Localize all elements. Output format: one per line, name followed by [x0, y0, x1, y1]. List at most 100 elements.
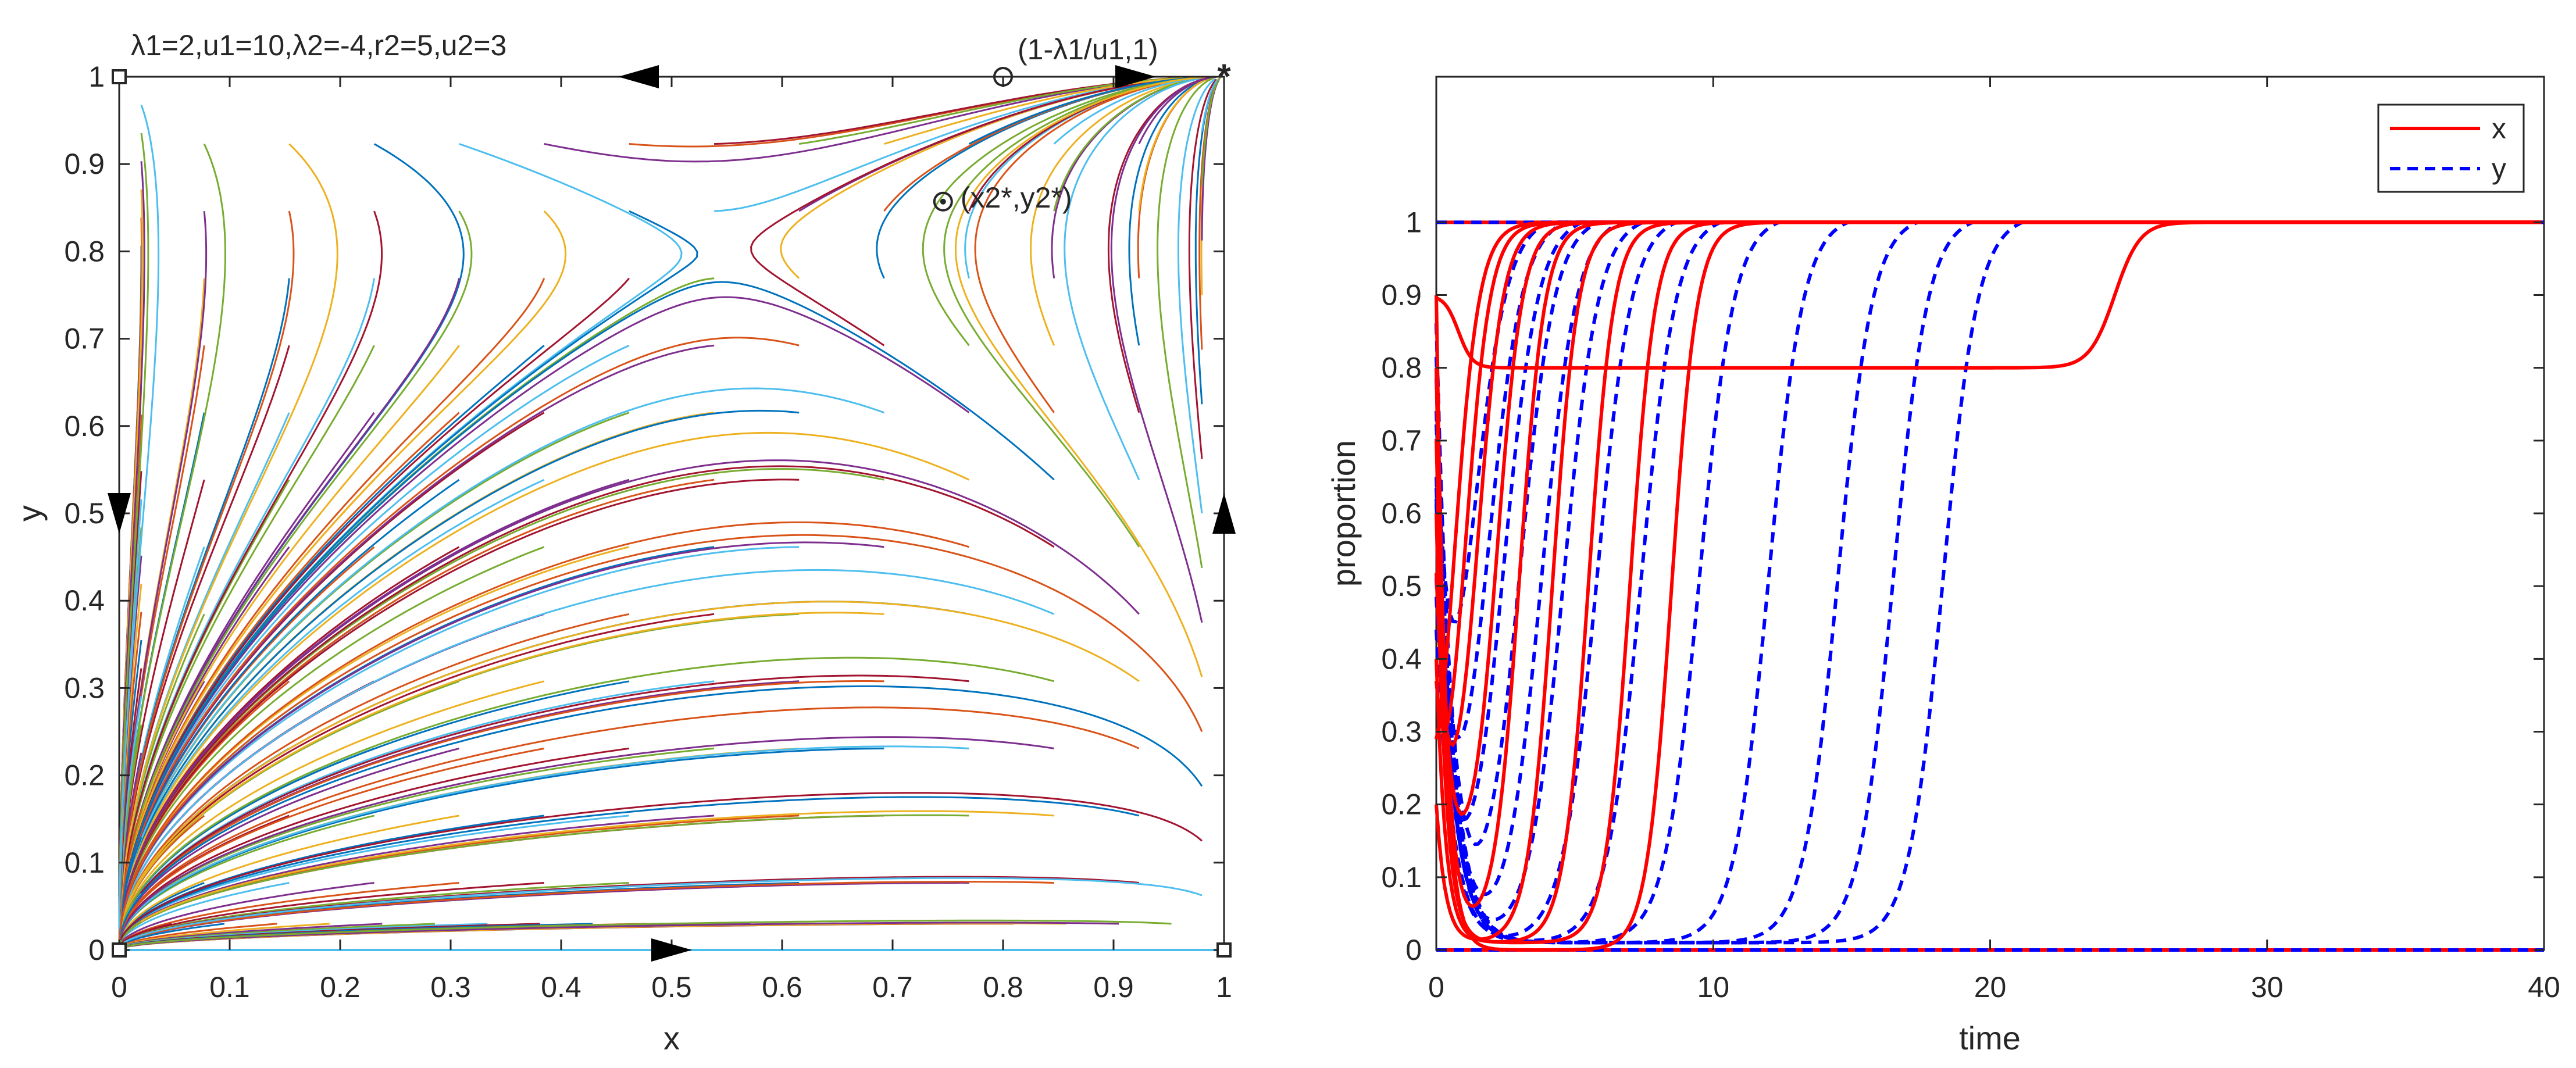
left-x-tick-label: 0.2 — [320, 971, 361, 1003]
streamline — [118, 210, 295, 944]
streamline — [125, 919, 1172, 948]
left-x-tick-label: 1 — [1216, 971, 1232, 1003]
streamline — [922, 76, 1214, 347]
boundary-arrow — [1212, 493, 1236, 534]
left-y-tick-label: 0.1 — [64, 846, 105, 879]
streamline — [119, 706, 1140, 941]
right-x-tick-label: 20 — [1974, 971, 2007, 1003]
right-y-tick-label: 0 — [1405, 934, 1422, 966]
streamline — [1188, 78, 1218, 459]
left-annotation: λ1=2,u1=10,λ2=-4,r2=5,u2=3 — [131, 29, 506, 62]
streamline — [118, 747, 459, 943]
boundary-arrow — [618, 65, 659, 88]
streamline — [120, 792, 1203, 941]
equilibrium-square — [112, 942, 127, 958]
y-curve — [1435, 220, 2542, 945]
legend-x-label: x — [2492, 112, 2506, 145]
streamline — [118, 601, 1140, 942]
streamline — [1194, 80, 1218, 405]
streamline — [1030, 76, 1216, 346]
streamline — [750, 76, 1216, 347]
equilibrium-square — [112, 69, 127, 84]
streamline — [119, 882, 459, 945]
left-x-tick-label: 0.6 — [762, 971, 802, 1003]
streamline — [118, 521, 969, 942]
right-ylabel: proportion — [1325, 440, 1362, 587]
streamline — [118, 409, 800, 944]
streamline — [118, 569, 1055, 941]
streamline — [125, 921, 1119, 948]
streamline — [119, 815, 715, 944]
streamline — [120, 881, 1054, 946]
phase-portrait-plot: 0 0.1 0.2 0.3 0.4 0.5 0.6 0.7 0.8 0.9 1 0 0.1 0.2 0.3 0… — [11, 29, 1236, 1056]
left-y-tick-label: 0.8 — [64, 235, 105, 267]
streamline — [118, 281, 1055, 945]
streamline — [1128, 76, 1216, 346]
left-x-tick-label: 0.7 — [872, 971, 913, 1003]
right-plot-area — [1435, 76, 2545, 951]
streamline — [118, 210, 383, 945]
streamline — [122, 882, 544, 944]
left-x-tick-label: 0.8 — [983, 971, 1023, 1003]
streamline — [119, 736, 1054, 941]
streamlines — [118, 76, 1224, 951]
streamline — [119, 815, 459, 941]
right-y-tick-label: 0.4 — [1381, 642, 1422, 675]
left-x-tick-label: 0 — [111, 971, 127, 1003]
left-y-tick-label: 0.3 — [64, 671, 105, 704]
streamline — [118, 345, 460, 944]
left-x-tick-label: 0.3 — [430, 971, 471, 1003]
legend-y-label: y — [2492, 152, 2506, 185]
right-y-tick-label: 0.1 — [1381, 861, 1422, 894]
streamline — [798, 76, 1214, 145]
left-ylabel: y — [11, 505, 48, 522]
right-ticks: 0 10 20 30 40 0 0.1 0.2 0.3 0.4 0.5 0.6 0.7 0.8 0.9 1 — [1381, 77, 2560, 1003]
streamline — [1138, 77, 1213, 212]
left-ticks: 0 0.1 0.2 0.3 0.4 0.5 0.6 0.7 0.8 0.9 1 0 0.1 0.2 0.3 0… — [64, 60, 1232, 1003]
streamline — [955, 76, 1215, 678]
streamline — [1177, 78, 1216, 514]
time-series-curves — [1435, 220, 2544, 952]
streamline — [943, 76, 1212, 548]
streamline — [118, 685, 1203, 943]
streamline — [118, 613, 715, 944]
right-y-tick-label: 0.6 — [1381, 497, 1422, 530]
streamline — [118, 674, 969, 942]
streamline — [118, 465, 1055, 943]
left-y-tick-label: 0.6 — [64, 410, 105, 442]
right-y-tick-label: 0.2 — [1381, 788, 1422, 821]
equilibrium-dot — [940, 198, 946, 205]
right-xlabel: time — [1959, 1020, 2021, 1056]
left-y-tick-label: 0.4 — [64, 584, 105, 617]
streamline — [974, 76, 1215, 413]
streamline — [118, 387, 884, 940]
left-x-tick-label: 0.1 — [209, 971, 250, 1003]
streamline — [119, 796, 1140, 942]
streamline — [883, 76, 1216, 145]
right-y-tick-label: 0.8 — [1381, 352, 1422, 384]
boundary-arrow — [1115, 65, 1156, 88]
streamline — [118, 612, 884, 944]
right-y-tick-label: 0.3 — [1381, 716, 1422, 748]
streamline — [1064, 76, 1214, 480]
streamline — [118, 680, 884, 945]
streamline — [968, 76, 1217, 145]
streamline — [1201, 80, 1218, 132]
left-y-tick-label: 0.5 — [64, 497, 105, 530]
left-y-tick-label: 0 — [88, 934, 105, 966]
streamline — [118, 105, 160, 942]
streamline — [119, 877, 1203, 947]
left-y-tick-label: 0.9 — [64, 148, 105, 180]
streamline — [118, 459, 1140, 945]
streamline — [118, 210, 567, 941]
right-y-tick-label: 0.7 — [1381, 424, 1422, 457]
streamline — [118, 747, 545, 942]
streamline — [1201, 77, 1221, 186]
streamline — [119, 656, 1055, 941]
streamline — [120, 815, 630, 941]
streamline — [118, 882, 290, 946]
streamline — [119, 814, 969, 944]
right-x-tick-label: 40 — [2528, 971, 2560, 1003]
right-y-tick-label: 1 — [1405, 206, 1422, 238]
